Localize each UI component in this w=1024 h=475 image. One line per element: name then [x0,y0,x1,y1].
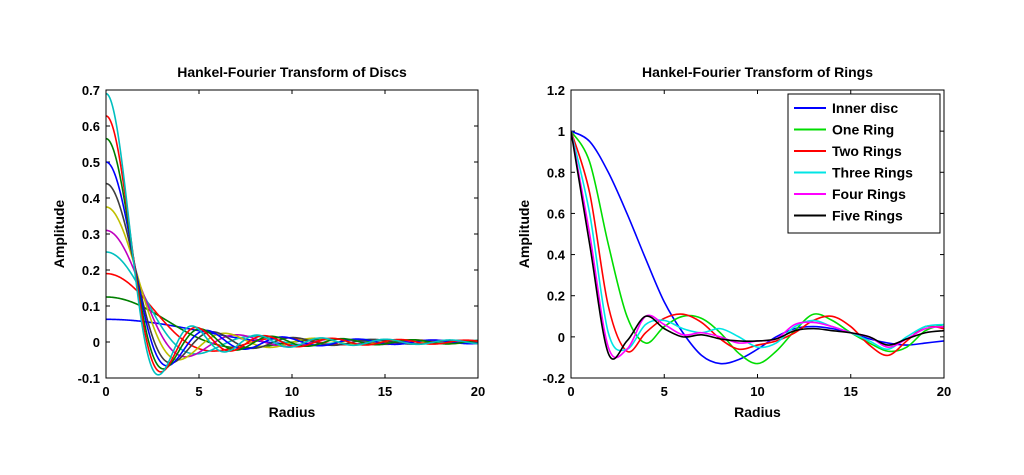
series-line-10 [106,92,478,376]
x-tick-label: 15 [844,384,858,399]
y-tick-label: -0.2 [543,371,565,386]
y-tick-label: 0.1 [82,299,100,314]
y-tick-label: 0 [93,335,100,350]
y-tick-label: 0 [558,330,565,345]
y-tick-label: 1.2 [547,83,565,98]
y-tick-label: 0.6 [82,119,100,134]
y-tick-label: 0.6 [547,206,565,221]
series-line-5 [571,131,944,360]
legend: Inner disc One Ring Two Rings Three Rings Fo… [787,93,941,234]
y-tick-label: 1 [558,124,565,139]
legend-entry: Two Rings [832,143,902,159]
x-tick-label: 5 [195,384,202,399]
y-tick-label: 0.2 [547,289,565,304]
disc-transform-chart: 0 5 10 15 20-0.100.10.20.30.40.50.60.7Hankel… [51,64,485,420]
plot-frame [105,89,479,379]
series-lines [571,130,944,365]
y-tick-label: 0.5 [82,155,100,170]
x-axis-label: Radius [734,404,781,420]
x-tick-label: 10 [750,384,764,399]
y-tick-label: 0.8 [547,165,565,180]
x-tick-label: 20 [937,384,951,399]
legend-entry: One Ring [832,122,894,138]
ring-transform-chart: 0 5 10 15 20-0.200.20.40.60.811.2Hankel-Four… [516,64,951,420]
legend-box [787,93,941,234]
y-tick-label: 0.2 [82,263,100,278]
x-tick-label: 5 [661,384,668,399]
y-tick-label: -0.1 [78,371,100,386]
plot-frame-border [105,89,479,379]
y-tick-label: 0.3 [82,227,100,242]
x-tick-label: 15 [378,384,392,399]
series-lines [106,92,478,376]
chart-title: Hankel-Fourier Transform of Rings [642,64,873,80]
legend-entry: Five Rings [832,208,903,224]
x-tick-label: 10 [285,384,299,399]
y-tick-label: 0.4 [82,191,101,206]
legend-entry: Three Rings [832,165,913,181]
x-tick-label: 20 [471,384,485,399]
series-line-9 [106,115,478,373]
legend-entry: Four Rings [832,186,906,202]
plot-frame-border [570,89,945,379]
y-axis-label: Amplitude [51,200,67,269]
y-tick-label: 0.7 [82,83,100,98]
x-tick-label: 0 [102,384,109,399]
x-tick-label: 0 [567,384,574,399]
y-tick-label: 0.4 [547,248,566,263]
chart-title: Hankel-Fourier Transform of Discs [177,64,407,80]
x-axis-label: Radius [269,404,316,420]
legend-entry: Inner disc [832,100,898,116]
series-line-0 [571,130,944,365]
y-axis-label: Amplitude [516,200,532,269]
series-line-1 [571,130,944,365]
